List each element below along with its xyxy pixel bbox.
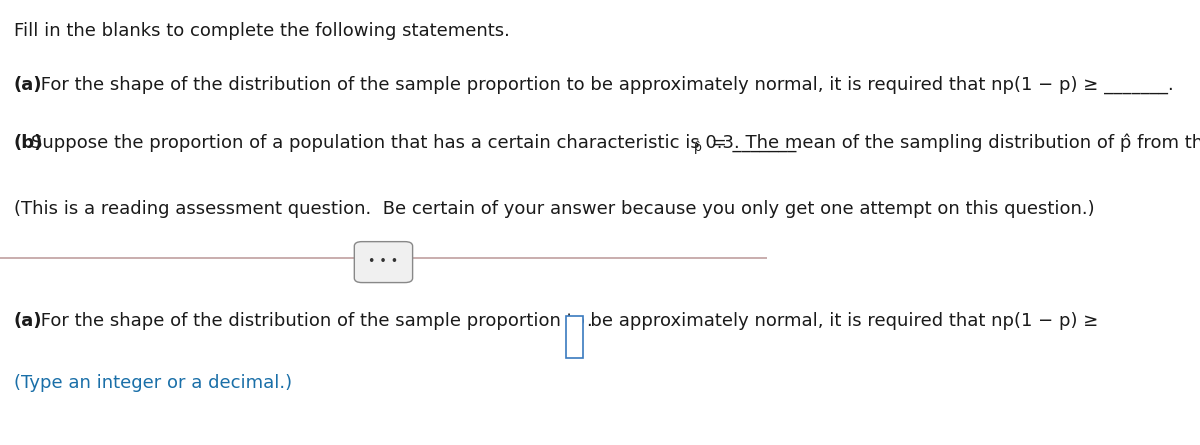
Text: = _______.: = _______. [707, 134, 803, 151]
Text: (This is a reading assessment question.  Be certain of your answer because you o: (This is a reading assessment question. … [14, 200, 1094, 218]
Text: Suppose the proportion of a population that has a certain characteristic is 0.3.: Suppose the proportion of a population t… [31, 134, 1200, 152]
Text: (b): (b) [14, 134, 43, 151]
FancyBboxPatch shape [566, 316, 583, 358]
Text: For the shape of the distribution of the sample proportion to be approximately n: For the shape of the distribution of the… [35, 76, 1174, 94]
Text: (a): (a) [14, 76, 42, 93]
Text: • • •: • • • [368, 255, 398, 268]
FancyBboxPatch shape [354, 242, 413, 283]
Text: Fill in the blanks to complete the following statements.: Fill in the blanks to complete the follo… [14, 22, 510, 40]
Text: .: . [586, 312, 592, 329]
Text: p̂: p̂ [694, 140, 702, 154]
Text: (Type an integer or a decimal.): (Type an integer or a decimal.) [14, 374, 292, 392]
Text: For the shape of the distribution of the sample proportion to be approximately n: For the shape of the distribution of the… [35, 312, 1098, 329]
Text: (a): (a) [14, 312, 42, 329]
